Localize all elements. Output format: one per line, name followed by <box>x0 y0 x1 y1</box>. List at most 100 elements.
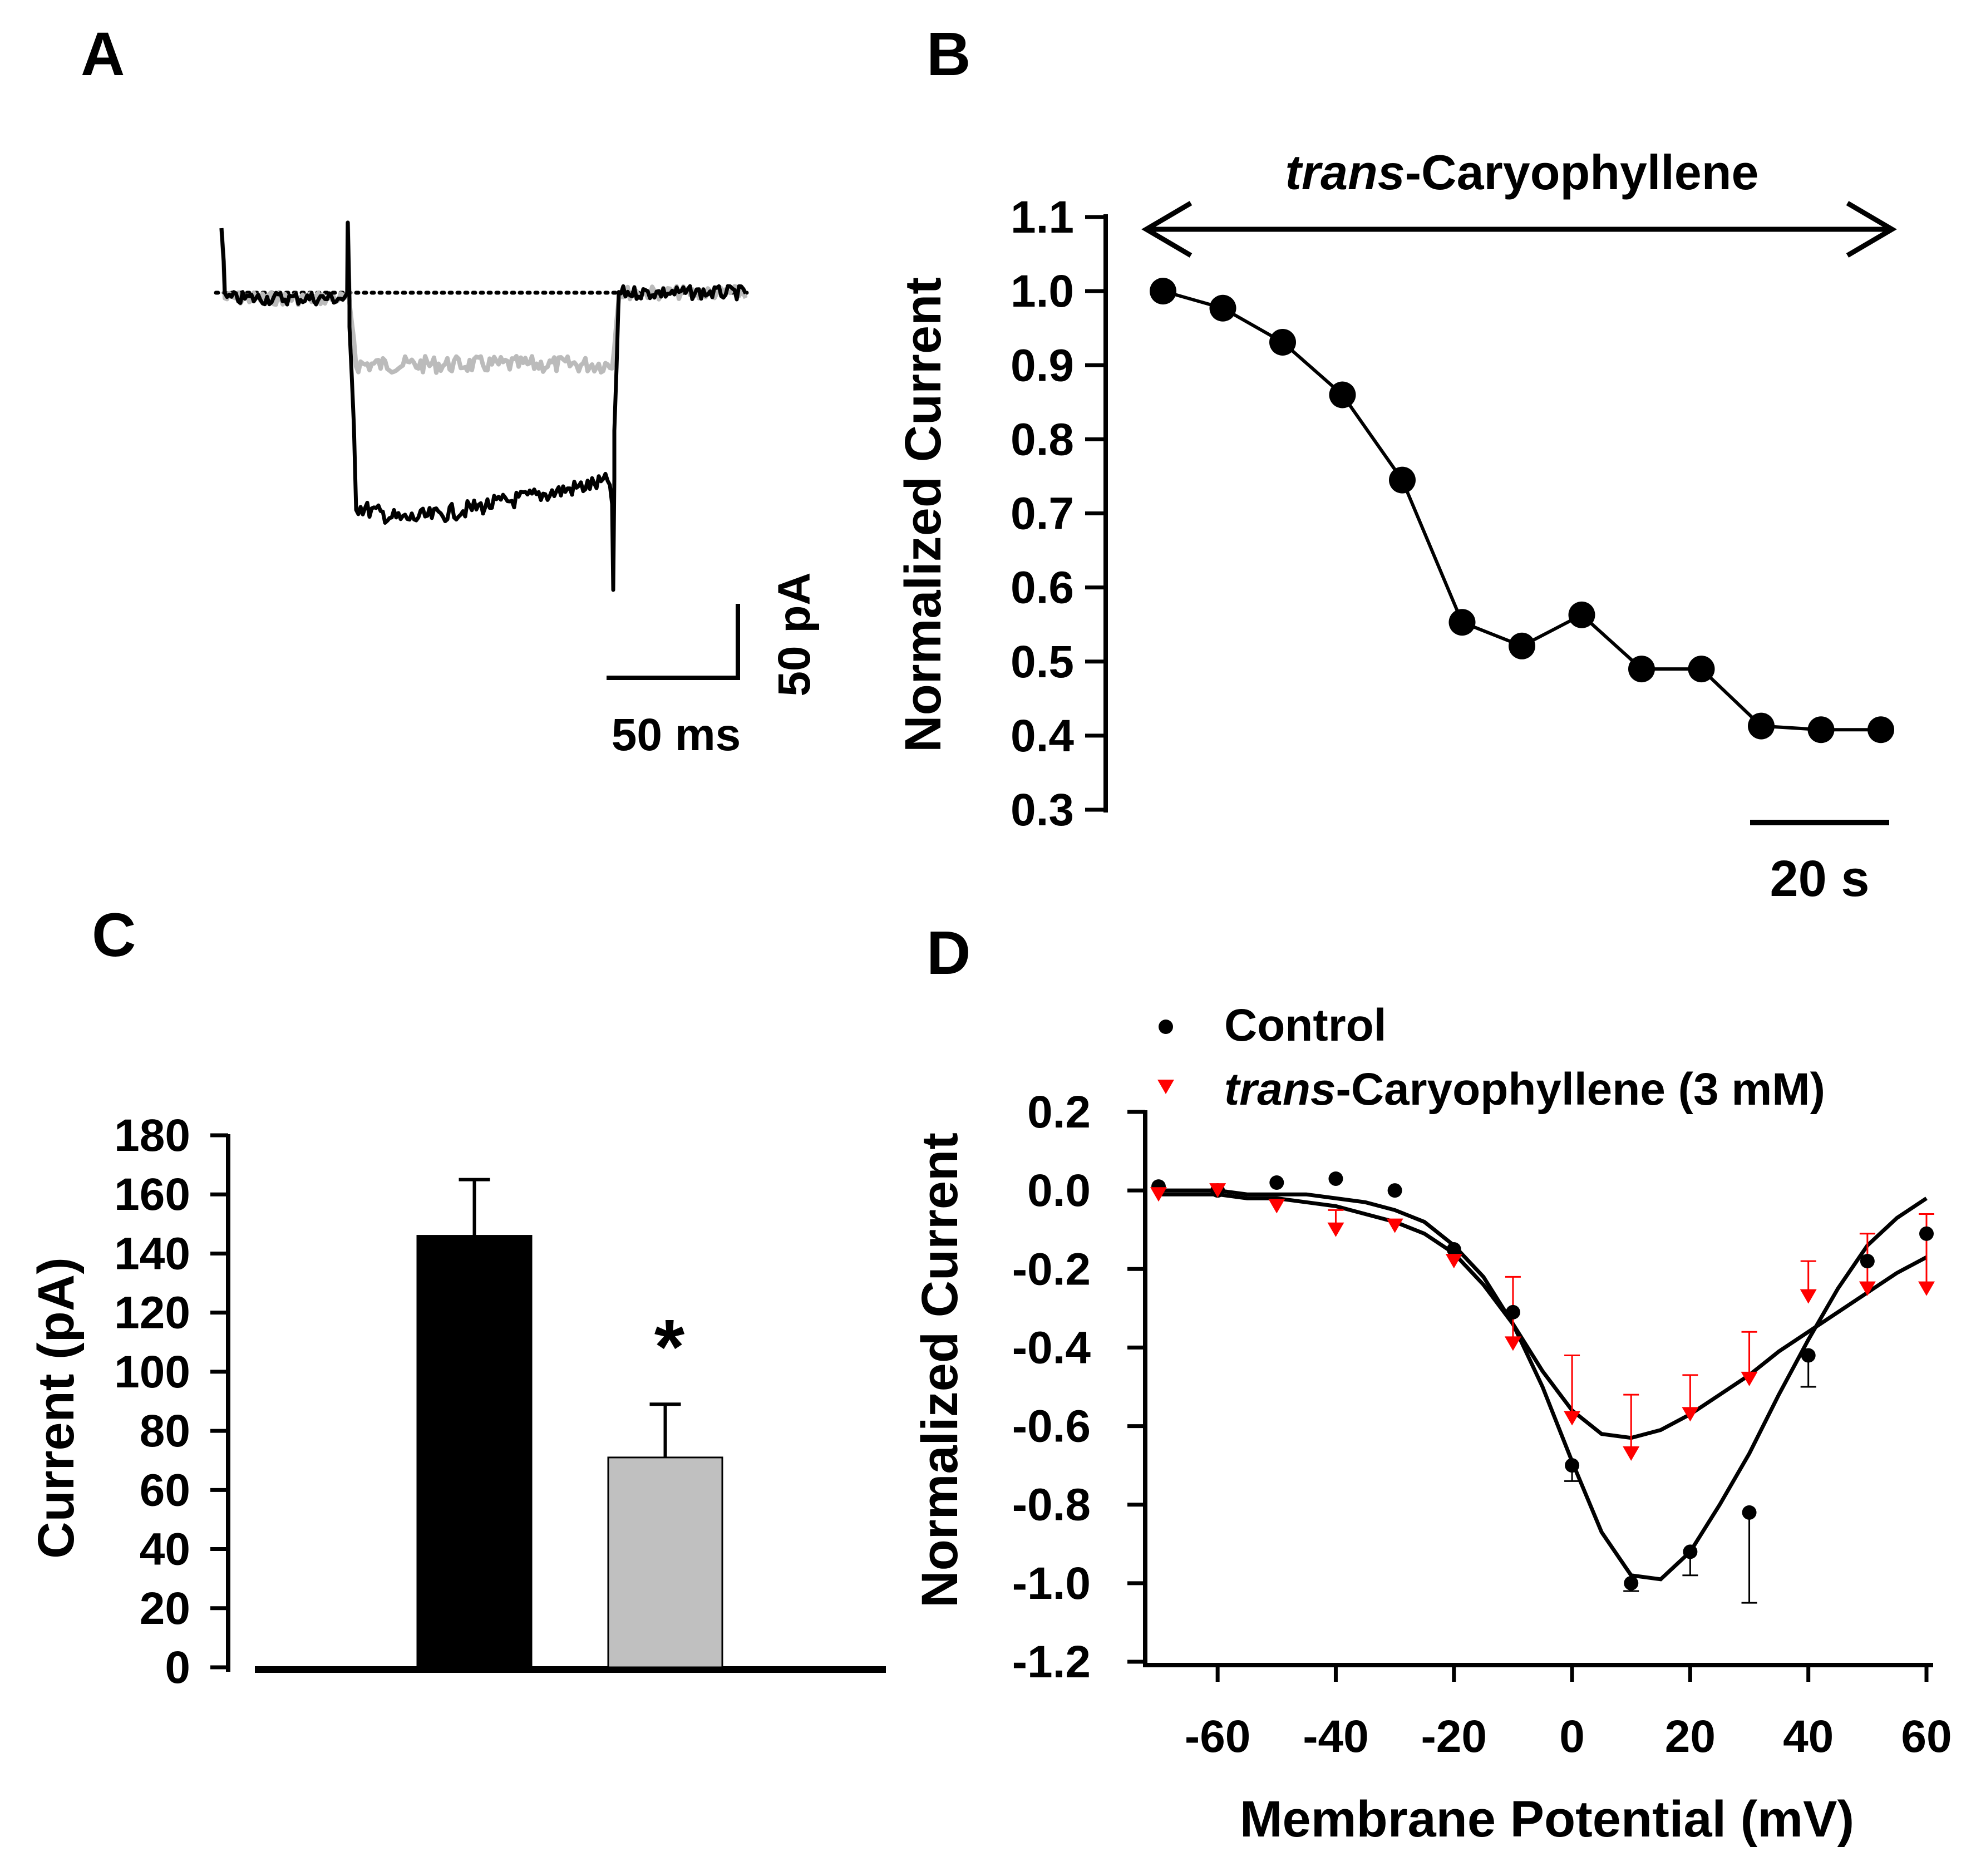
c-y-tick-label: 60 <box>140 1465 190 1515</box>
trace-control <box>219 220 748 592</box>
c-y-tick-label: 100 <box>114 1347 190 1397</box>
d-error-bars <box>1328 1209 1934 1604</box>
b-y-tick-label: 1.1 <box>1011 192 1074 243</box>
c-y-axis-label: Current (pA) <box>28 1257 85 1559</box>
panel-d: -1.2 -1.0 -0.8 -0.6 -0.4 -0.2 0.0 0.2 -60 -40 -20… <box>911 1000 1952 1848</box>
d-point-drug <box>1209 1183 1226 1198</box>
b-y-tick-label: 0.5 <box>1011 637 1074 687</box>
legend-label-control: Control <box>1224 1000 1386 1051</box>
legend-marker-control <box>1159 1020 1173 1034</box>
b-arrow-head-left <box>1141 201 1193 258</box>
c-y-tick-label: 40 <box>140 1524 190 1575</box>
d-point-control <box>1683 1544 1698 1559</box>
d-point-control <box>1505 1304 1520 1319</box>
c-y-ticks: 0 20 40 60 80 100 120 140 160 180 <box>114 1110 228 1693</box>
d-points <box>1150 1171 1935 1591</box>
d-point-drug <box>1564 1411 1581 1426</box>
d-point-control <box>1269 1175 1284 1190</box>
panel-b: 0.3 0.4 0.5 0.6 0.7 0.8 0.9 1.0 1.1 Normalized C… <box>895 145 1897 907</box>
b-y-tick-label: 0.8 <box>1011 414 1074 465</box>
b-data-point <box>1509 632 1535 659</box>
c-y-tick-label: 80 <box>140 1406 190 1456</box>
b-data-point <box>1329 381 1356 408</box>
d-fit-curve <box>1159 1192 1928 1440</box>
d-point-drug <box>1859 1281 1876 1296</box>
b-points <box>1150 278 1894 743</box>
d-point-drug <box>1741 1371 1758 1386</box>
d-y-tick-label: -0.4 <box>1012 1322 1091 1373</box>
d-point-control <box>1328 1171 1343 1186</box>
d-x-tick-label: 40 <box>1783 1711 1834 1762</box>
d-point-drug <box>1682 1407 1699 1422</box>
panel-a: 50 ms 50 pA <box>214 220 820 760</box>
b-time-scale-label: 20 s <box>1770 850 1869 907</box>
d-x-tick-label: -20 <box>1421 1711 1487 1762</box>
d-y-tick-label: 0.0 <box>1027 1165 1091 1216</box>
d-legend: Control trans-Caryophyllene (3 mM) <box>1157 1000 1825 1115</box>
b-data-point <box>1269 328 1296 356</box>
d-point-drug <box>1800 1289 1817 1304</box>
d-point-control <box>1801 1348 1816 1363</box>
legend-marker-drug <box>1157 1080 1174 1094</box>
d-point-control <box>1446 1242 1461 1257</box>
d-fit-curves <box>1159 1188 1928 1582</box>
b-data-point <box>1389 466 1416 494</box>
b-y-tick-label: 0.7 <box>1011 489 1074 539</box>
c-bar <box>607 1456 723 1668</box>
legend-label-drug: trans-Caryophyllene (3 mM) <box>1224 1064 1825 1115</box>
d-point-drug <box>1268 1199 1285 1214</box>
c-y-tick-label: 20 <box>140 1583 190 1634</box>
legend-label-drug-rest: -Caryophyllene (3 mM) <box>1336 1064 1825 1115</box>
d-x-ticks: -60 -40 -20 0 20 40 60 <box>1185 1665 1952 1762</box>
panel-label-b: B <box>927 20 970 88</box>
b-data-point <box>1628 656 1655 683</box>
c-significance-star: * <box>654 1303 685 1390</box>
b-arrow-label-rest: -Caryophyllene <box>1405 145 1759 200</box>
panel-label-c: C <box>92 901 136 969</box>
d-y-tick-label: -0.6 <box>1012 1401 1091 1452</box>
scale-bar-current-label: 50 pA <box>769 572 820 696</box>
b-y-tick-label: 0.4 <box>1011 711 1074 761</box>
d-x-tick-label: 0 <box>1559 1711 1585 1762</box>
d-point-drug <box>1327 1222 1344 1237</box>
d-point-drug <box>1150 1187 1167 1202</box>
c-y-tick-label: 180 <box>114 1110 190 1161</box>
d-y-axis-label: Normalized Current <box>911 1133 968 1608</box>
d-point-control <box>1860 1254 1875 1269</box>
legend-label-drug-italic: trans <box>1224 1064 1336 1115</box>
d-point-control <box>1919 1226 1934 1241</box>
b-arrow-head-right <box>1846 201 1897 258</box>
d-y-tick-label: -0.8 <box>1012 1480 1091 1530</box>
panel-label-a: A <box>81 20 125 88</box>
d-point-drug <box>1445 1254 1462 1269</box>
c-bars <box>416 1178 723 1668</box>
b-data-point <box>1568 601 1595 628</box>
d-x-tick-label: 20 <box>1665 1711 1716 1762</box>
d-point-drug <box>1918 1281 1935 1296</box>
panel-label-d: D <box>927 919 970 987</box>
b-data-point <box>1748 712 1775 740</box>
d-point-drug <box>1623 1446 1640 1461</box>
c-y-tick-label: 0 <box>165 1642 190 1693</box>
b-arrow-label-italic: trans <box>1285 145 1405 200</box>
c-y-tick-label: 160 <box>114 1169 190 1220</box>
scale-bar-time-label: 50 ms <box>612 710 741 760</box>
b-y-tick-label: 0.9 <box>1011 340 1074 391</box>
c-bar <box>416 1235 533 1668</box>
b-y-tick-label: 0.3 <box>1011 785 1074 835</box>
d-x-tick-label: -60 <box>1185 1711 1251 1762</box>
d-x-tick-label: -40 <box>1303 1711 1369 1762</box>
b-series-line <box>1162 289 1881 732</box>
d-y-tick-label: -0.2 <box>1012 1244 1091 1294</box>
d-point-control <box>1624 1575 1639 1591</box>
b-data-point <box>1150 278 1176 305</box>
b-y-tick-label: 0.6 <box>1011 563 1074 613</box>
d-point-control <box>1565 1458 1580 1473</box>
b-arrow-label: trans-Caryophyllene <box>1285 145 1759 200</box>
d-y-tick-label: 0.2 <box>1027 1087 1091 1138</box>
d-x-axis-label: Membrane Potential (mV) <box>1240 1791 1854 1848</box>
b-y-tick-label: 1.0 <box>1011 266 1074 317</box>
d-y-ticks: -1.2 -1.0 -0.8 -0.6 -0.4 -0.2 0.0 0.2 <box>1012 1087 1145 1687</box>
d-y-tick-label: -1.2 <box>1012 1637 1091 1687</box>
